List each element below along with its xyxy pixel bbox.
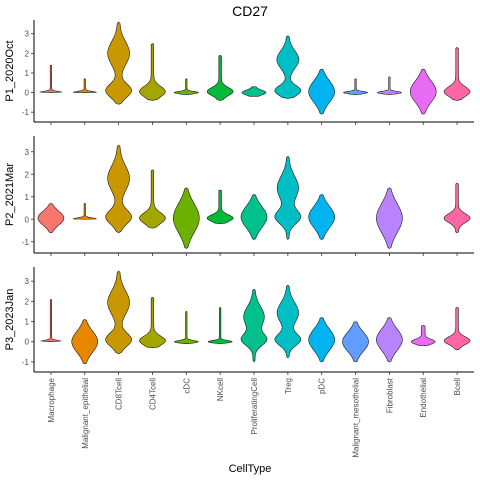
y-tick-label: 0 (25, 215, 30, 224)
y-tick-label: 2 (25, 49, 30, 58)
violin-endothelial (410, 325, 436, 347)
panel-y-label: P3_2023Jan (4, 289, 16, 351)
x-category-label: Treg (284, 378, 293, 394)
y-tick-label: 1 (25, 69, 30, 78)
y-tick-label: 0 (25, 89, 30, 98)
violin-nkcell (207, 306, 233, 345)
violin-endothelial (409, 68, 437, 115)
y-tick-label: -1 (22, 238, 30, 247)
violin-proliferatingcell (240, 288, 268, 363)
violin-cd4tcell (139, 296, 166, 349)
violin-pdc (308, 68, 335, 115)
panel-2: -1 0 1 2 3 P2_2021Mar (4, 136, 474, 256)
violin-cdc (173, 187, 200, 249)
violin-treg (274, 155, 302, 240)
y-tick-label: 2 (25, 297, 30, 306)
violin-cd8tcell (105, 21, 132, 105)
violin-malignant-epithelial (71, 319, 99, 365)
x-axis-label: CellType (229, 463, 272, 475)
x-category-label: Macrophage (47, 377, 56, 422)
violin-cdc (173, 311, 199, 345)
violin-malignant-epithelial (72, 78, 97, 93)
x-category-label: Malignant_mesothelial (352, 378, 361, 458)
x-category-label: CD4Tcell (148, 378, 157, 410)
panel-1: -1 0 1 2 3 P1_2020Oct (4, 20, 474, 125)
violin-cd4tcell (139, 43, 166, 101)
violin-nkcell (206, 54, 234, 101)
violin-cdc (174, 78, 199, 95)
x-category-label: Malignant_epithelial (81, 378, 90, 449)
y-tick-label: 2 (25, 170, 30, 179)
violin-malignant-epithelial (72, 203, 97, 220)
x-category-labels: Macrophage Malignant_epithelial CD8Tcell CD… (47, 377, 462, 457)
violin-treg (274, 35, 302, 99)
panel-y-label: P2_2021Mar (4, 163, 16, 226)
y-tick-label: -1 (22, 358, 30, 367)
violin-macrophage (39, 64, 63, 93)
y-tick-label: 0 (25, 338, 30, 347)
violin-bcell (443, 47, 471, 101)
violin-bcell (443, 307, 471, 351)
violin-macrophage (37, 203, 65, 234)
chart-panels: -1 0 1 2 3 P1_2020Oct -1 0 1 2 3 P2_2021Mar -1 0 1 2 3 P3… (4, 20, 474, 375)
panel-3: -1 0 1 2 3 P3_2023Jan (4, 267, 474, 375)
x-category-label: NKcell (216, 378, 225, 401)
y-tick-label: 1 (25, 193, 30, 202)
x-category-label: CD8Tcell (115, 378, 124, 410)
x-category-label: Fibroblast (385, 377, 394, 413)
violin-nkcell (206, 189, 234, 225)
violin-proliferatingcell (240, 194, 268, 240)
y-tick-label: 3 (25, 30, 30, 39)
violin-pdc (308, 194, 335, 240)
x-category-label: ProliferatingCell (250, 378, 259, 435)
violin-cd8tcell (105, 270, 132, 355)
panel-y-label: P1_2020Oct (4, 40, 16, 101)
y-tick-label: -1 (22, 108, 30, 117)
x-category-label: Bcell (453, 378, 462, 396)
violin-cd8tcell (105, 144, 132, 234)
violin-malignant-mesothelial (343, 78, 368, 95)
violin-fibroblast (376, 317, 403, 363)
violin-fibroblast (376, 76, 402, 95)
y-tick-label: 3 (25, 148, 30, 157)
x-category-label: Endothelial (419, 378, 428, 418)
x-category-label: cDC (182, 378, 191, 394)
violin-malignant-mesothelial (342, 321, 369, 363)
x-category-label: pDC (318, 378, 327, 394)
violin-pdc (308, 317, 335, 363)
y-tick-label: 3 (25, 277, 30, 286)
violin-macrophage (40, 298, 62, 343)
violin-cd4tcell (139, 169, 166, 229)
chart-title: CD27 (232, 3, 268, 19)
y-tick-label: 1 (25, 318, 30, 327)
violin-bcell (443, 182, 471, 234)
violin-fibroblast (376, 187, 403, 249)
violin-treg (274, 284, 302, 359)
violin-proliferatingcell (241, 86, 267, 97)
